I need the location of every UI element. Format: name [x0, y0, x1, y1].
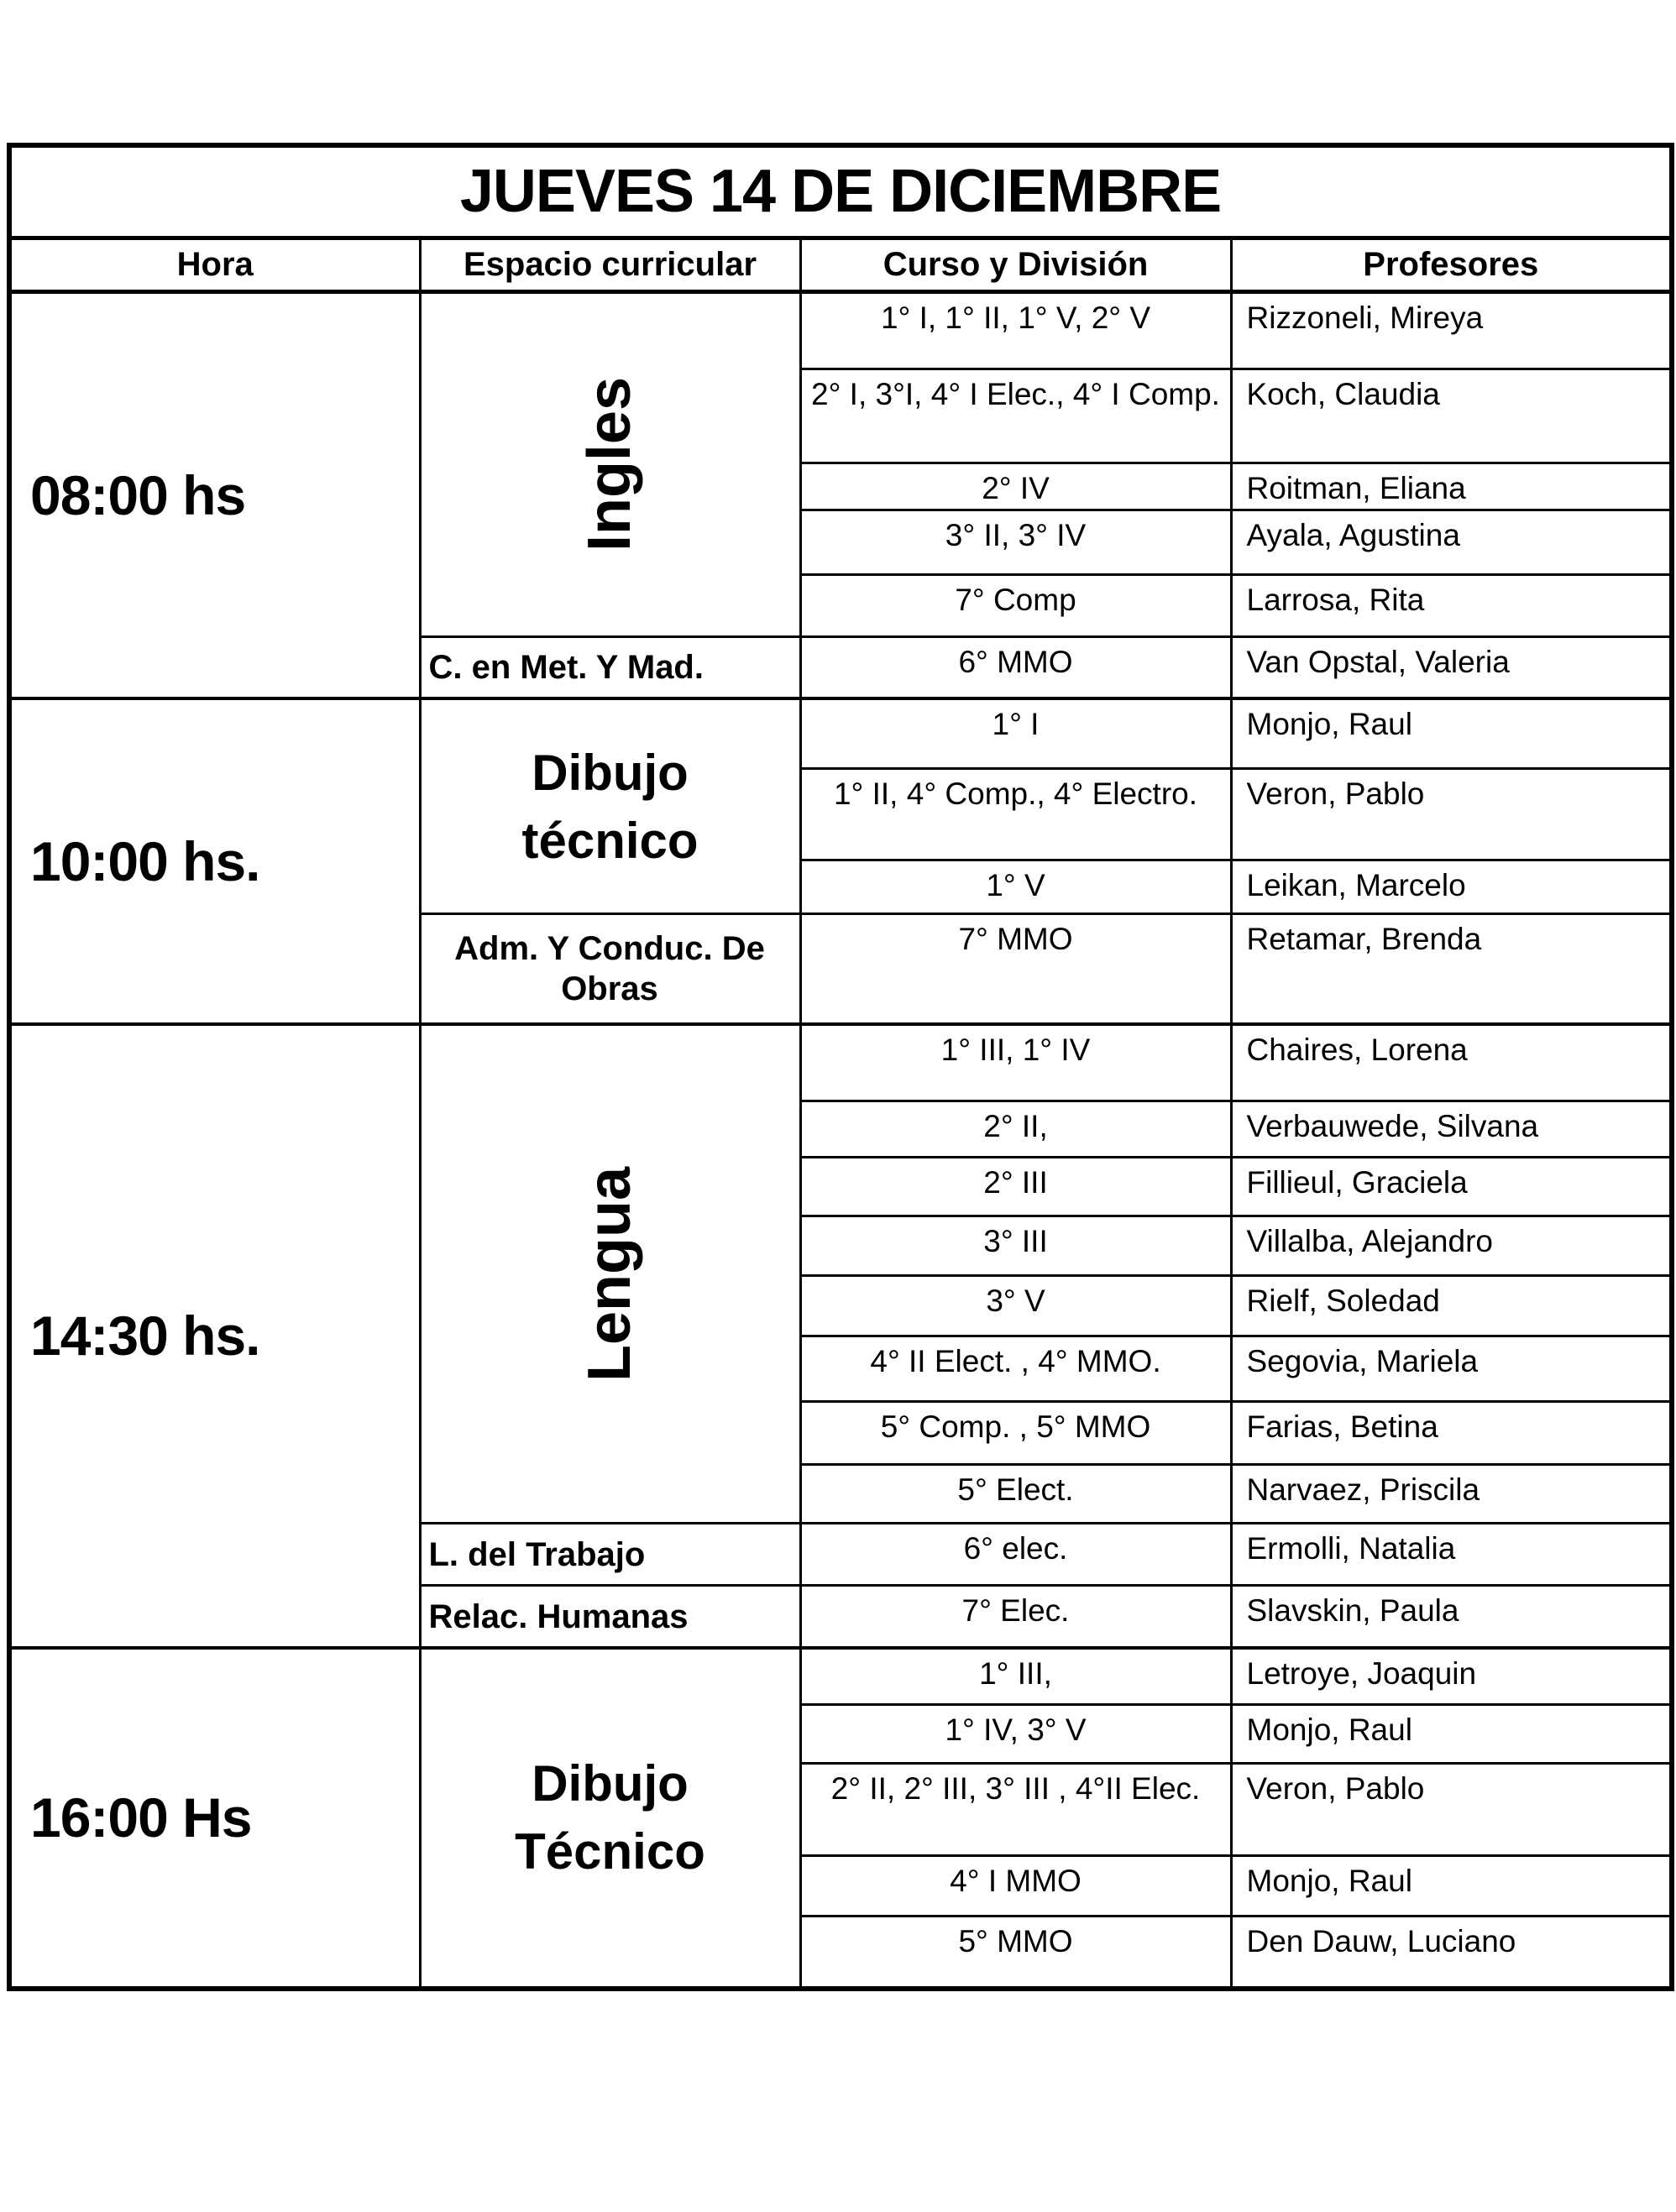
curso-cell: 1° IV, 3° V — [799, 1703, 1233, 1765]
curso-cell: 5° MMO — [799, 1915, 1233, 1990]
schedule-row: Adm. Y Conduc. De Obras 7° MMO Retamar, … — [9, 913, 1673, 1026]
curso-cell: 6° elec. — [799, 1522, 1233, 1587]
profesor-cell: Monjo, Raul — [1229, 696, 1673, 771]
profesor-cell: Leikan, Marcelo — [1229, 859, 1673, 916]
schedule-row: 5° MMO Den Dauw, Luciano — [9, 1915, 1673, 1990]
curso-cell: 7° Elec. — [799, 1584, 1233, 1650]
curso-cell: 5° Elect. — [799, 1463, 1233, 1525]
curso-cell: 7° Comp — [799, 573, 1233, 639]
schedule-row: 2° I, 3°I, 4° I Elec., 4° I Comp. Koch, … — [9, 367, 1673, 464]
curso-cell: 5° Comp. , 5° MMO — [799, 1400, 1233, 1467]
schedule-row: 2° IV Roitman, Eliana — [9, 461, 1673, 512]
schedule-row: 1° II, 4° Comp., 4° Electro. Veron, Pabl… — [9, 767, 1673, 862]
schedule-row: 10:00 hs. Dibujo técnico 1° I Monjo, Rau… — [8, 696, 1673, 1026]
schedule-row: 7° Comp Larrosa, Rita — [9, 573, 1673, 639]
schedule-row: 1° V Leikan, Marcelo — [9, 859, 1673, 916]
subject-cell-ingles: Ingles — [418, 290, 802, 639]
schedule-row: 2° II, Verbauwede, Silvana — [9, 1100, 1673, 1159]
time-cell-1000: 10:00 hs. — [8, 696, 422, 1026]
exam-schedule-table: JUEVES 14 DE DICIEMBRE Hora Espacio curr… — [7, 143, 1675, 1991]
subject-cell-dibujo-tecnico: Dibujo técnico — [418, 696, 802, 916]
schedule-row: L. del Trabajo 6° elec. Ermolli, Natalia — [9, 1522, 1673, 1587]
schedule-row: 5° Elect. Narvaez, Priscila — [9, 1463, 1673, 1525]
curso-cell: 2° I, 3°I, 4° I Elec., 4° I Comp. — [799, 367, 1233, 464]
curso-cell: 6° MMO — [799, 635, 1233, 700]
profesor-cell: Chaires, Lorena — [1229, 1022, 1673, 1103]
profesor-cell: Veron, Pablo — [1229, 1762, 1673, 1858]
subject-cell-relac-humanas: Relac. Humanas — [418, 1584, 802, 1650]
schedule-row: 3° V Rielf, Soledad — [9, 1274, 1673, 1338]
schedule-row: 1° IV, 3° V Monjo, Raul — [9, 1703, 1673, 1765]
time-cell-1430: 14:30 hs. — [8, 1022, 422, 1650]
curso-cell: 4° I MMO — [799, 1854, 1233, 1918]
profesor-cell: Larrosa, Rita — [1229, 573, 1673, 639]
curso-cell: 1° II, 4° Comp., 4° Electro. — [799, 767, 1233, 862]
curso-cell: 3° III — [799, 1215, 1233, 1278]
schedule-row: 14:30 hs. Lengua 1° III, 1° IV Chaires, … — [8, 1022, 1673, 1650]
profesor-cell: Van Opstal, Valeria — [1229, 635, 1673, 700]
profesor-cell: Ayala, Agustina — [1229, 509, 1673, 577]
schedule-row: C. en Met. Y Mad. 6° MMO Van Opstal, Val… — [9, 635, 1673, 700]
schedule-row: Relac. Humanas 7° Elec. Slavskin, Paula — [9, 1584, 1673, 1650]
profesor-cell: Retamar, Brenda — [1229, 913, 1673, 1026]
column-header-curso: Curso y División — [799, 236, 1233, 294]
profesor-cell: Narvaez, Priscila — [1229, 1463, 1673, 1525]
schedule-row: 16:00 Hs Dibujo Técnico 1° III, Letroye,… — [8, 1645, 1673, 1990]
schedule-row: 5° Comp. , 5° MMO Farias, Betina — [9, 1400, 1673, 1467]
schedule-row: 3° III Villalba, Alejandro — [9, 1215, 1673, 1278]
column-header-hora: Hora — [8, 236, 422, 294]
subject-cell-lengua: Lengua — [418, 1022, 802, 1525]
curso-cell: 1° III, — [799, 1645, 1233, 1707]
curso-cell: 2° II, 2° III, 3° III , 4°II Elec. — [799, 1762, 1233, 1858]
profesor-cell: Monjo, Raul — [1229, 1854, 1673, 1918]
profesor-cell: Verbauwede, Silvana — [1229, 1100, 1673, 1159]
page-title: JUEVES 14 DE DICIEMBRE — [8, 144, 1673, 240]
curso-cell: 3° II, 3° IV — [799, 509, 1233, 577]
profesor-cell: Roitman, Eliana — [1229, 461, 1673, 512]
curso-cell: 2° III — [799, 1156, 1233, 1218]
subject-cell-c-en-met-y-mad: C. en Met. Y Mad. — [418, 635, 802, 700]
subject-cell-dibujo-tecnico-tarde: Dibujo Técnico — [418, 1645, 802, 1990]
schedule-row: 2° II, 2° III, 3° III , 4°II Elec. Veron… — [9, 1762, 1673, 1858]
column-header-espacio: Espacio curricular — [418, 236, 802, 294]
curso-cell: 1° III, 1° IV — [799, 1022, 1233, 1103]
profesor-cell: Segovia, Mariela — [1229, 1335, 1673, 1404]
profesor-cell: Ermolli, Natalia — [1229, 1522, 1673, 1587]
profesor-cell: Fillieul, Graciela — [1229, 1156, 1673, 1218]
profesor-cell: Rielf, Soledad — [1229, 1274, 1673, 1338]
schedule-row: 4° II Elect. , 4° MMO. Segovia, Mariela — [9, 1335, 1673, 1404]
profesor-cell: Letroye, Joaquin — [1229, 1645, 1673, 1707]
header-row: Hora Espacio curricular Curso y División… — [8, 236, 1673, 294]
subject-label-ingles: Ingles — [576, 377, 644, 552]
curso-cell: 3° V — [799, 1274, 1233, 1338]
schedule-row: 4° I MMO Monjo, Raul — [9, 1854, 1673, 1918]
schedule-row: 2° III Fillieul, Graciela — [9, 1156, 1673, 1218]
curso-cell: 4° II Elect. , 4° MMO. — [799, 1335, 1233, 1404]
profesor-cell: Koch, Claudia — [1229, 367, 1673, 464]
time-cell-0800: 08:00 hs — [8, 290, 422, 700]
profesor-cell: Veron, Pablo — [1229, 767, 1673, 862]
subject-label-lengua: Lengua — [576, 1166, 644, 1382]
column-header-profesores: Profesores — [1229, 236, 1673, 294]
profesor-cell: Farias, Betina — [1229, 1400, 1673, 1467]
curso-cell: 1° V — [799, 859, 1233, 916]
title-row: JUEVES 14 DE DICIEMBRE — [8, 144, 1673, 240]
profesor-cell: Den Dauw, Luciano — [1229, 1915, 1673, 1990]
curso-cell: 7° MMO — [799, 913, 1233, 1026]
curso-cell: 2° II, — [799, 1100, 1233, 1159]
schedule-row: 3° II, 3° IV Ayala, Agustina — [9, 509, 1673, 577]
profesor-cell: Villalba, Alejandro — [1229, 1215, 1673, 1278]
curso-cell: 2° IV — [799, 461, 1233, 512]
profesor-cell: Slavskin, Paula — [1229, 1584, 1673, 1650]
subject-cell-adm-y-conduc-de-obras: Adm. Y Conduc. De Obras — [418, 913, 802, 1026]
curso-cell: 1° I — [799, 696, 1233, 771]
schedule-row: 08:00 hs Ingles 1° I, 1° II, 1° V, 2° V … — [8, 290, 1673, 700]
profesor-cell: Monjo, Raul — [1229, 1703, 1673, 1765]
subject-cell-l-del-trabajo: L. del Trabajo — [418, 1522, 802, 1587]
curso-cell: 1° I, 1° II, 1° V, 2° V — [799, 290, 1233, 370]
time-cell-1600: 16:00 Hs — [8, 1645, 422, 1990]
profesor-cell: Rizzoneli, Mireya — [1229, 290, 1673, 370]
